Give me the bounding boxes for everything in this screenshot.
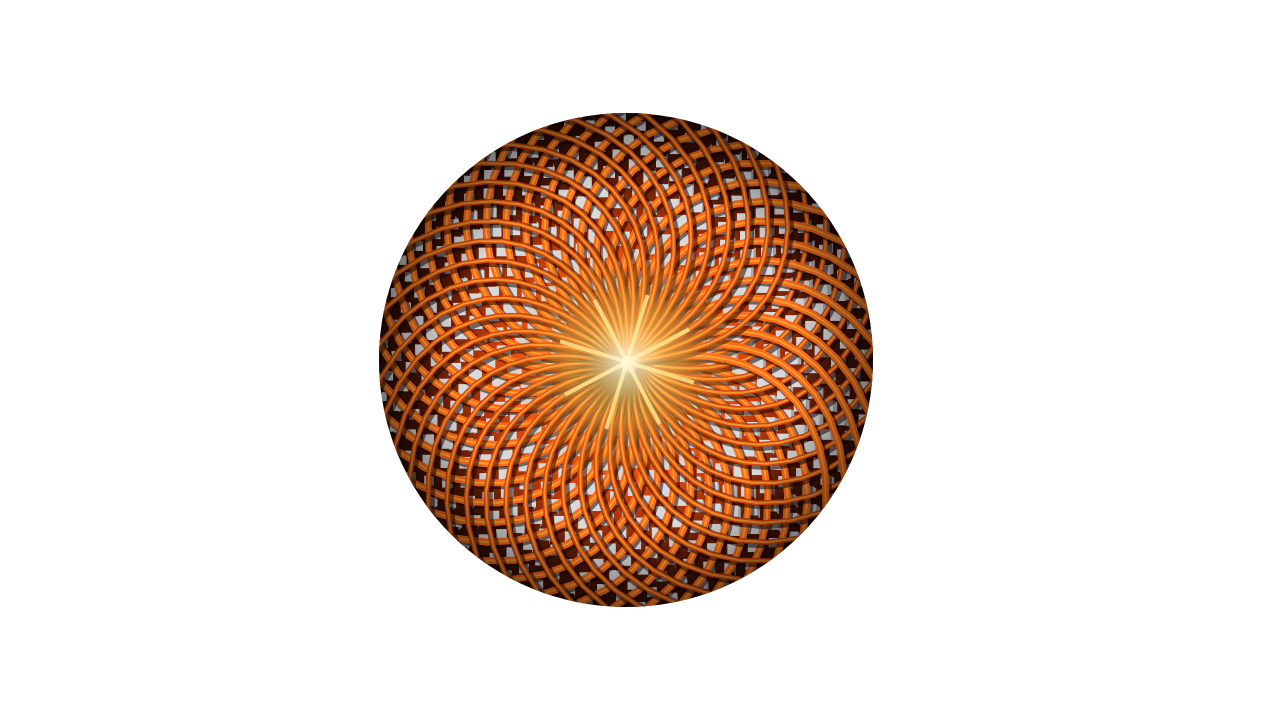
rim-shading: [379, 113, 873, 607]
